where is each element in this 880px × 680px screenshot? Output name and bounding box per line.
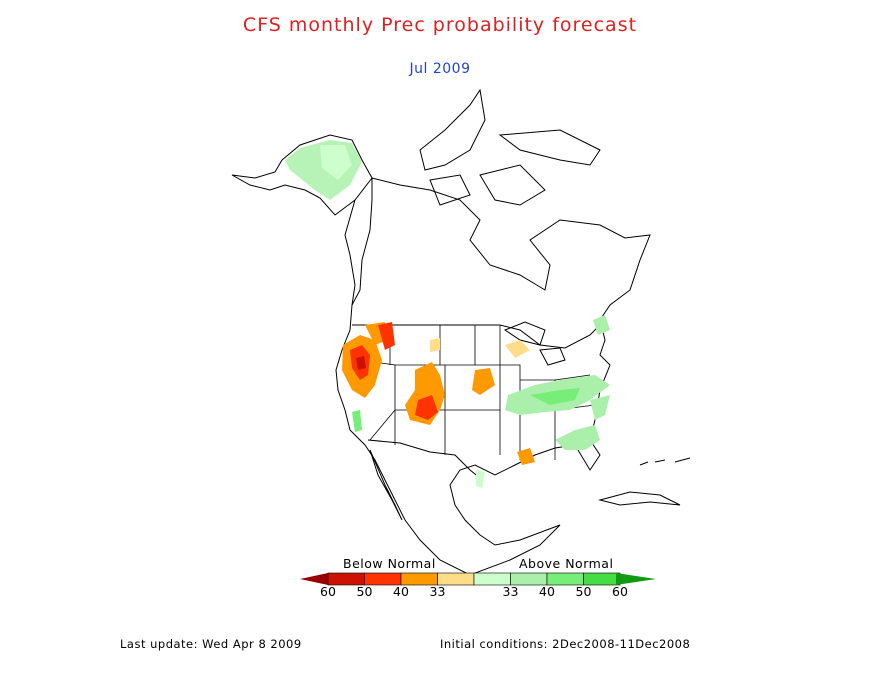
map-title: CFS monthly Prec probability forecast bbox=[242, 14, 638, 36]
legend-tick-6: 50 bbox=[575, 584, 592, 599]
map-subtitle: Jul 2009 bbox=[409, 61, 471, 77]
arctic-islands bbox=[419, 88, 601, 206]
baja-outline bbox=[369, 449, 403, 521]
legend-below-label: Below Normal bbox=[343, 556, 436, 571]
legend-extreme-above bbox=[616, 573, 656, 585]
cuba-outline bbox=[598, 491, 681, 506]
legend-extreme-below bbox=[300, 573, 328, 585]
continent-outline bbox=[335, 177, 651, 576]
last-update-text: Last update: Wed Apr 8 2009 bbox=[120, 637, 302, 651]
below-normal-regions bbox=[342, 322, 535, 465]
great-lakes bbox=[503, 321, 566, 366]
us-canada-border bbox=[352, 319, 606, 349]
legend-colorbar bbox=[300, 572, 656, 586]
us-mexico-border bbox=[367, 439, 481, 479]
legend-tick-3: 33 bbox=[429, 584, 446, 599]
caribbean-islands bbox=[639, 457, 691, 466]
legend-tick-4: 33 bbox=[502, 584, 519, 599]
legend-tick-5: 40 bbox=[539, 584, 555, 599]
above-normal-regions bbox=[285, 140, 610, 488]
legend-tick-0: 60 bbox=[320, 584, 336, 599]
legend-tick-1: 50 bbox=[356, 584, 373, 599]
alaska-panhandle bbox=[344, 199, 356, 306]
legend-tick-2: 40 bbox=[393, 584, 409, 599]
initial-conditions-text: Initial conditions: 2Dec2008-11Dec2008 bbox=[440, 637, 691, 651]
alaska-outline bbox=[231, 134, 373, 216]
legend-tick-7: 60 bbox=[612, 584, 628, 599]
legend-above-label: Above Normal bbox=[519, 556, 614, 571]
